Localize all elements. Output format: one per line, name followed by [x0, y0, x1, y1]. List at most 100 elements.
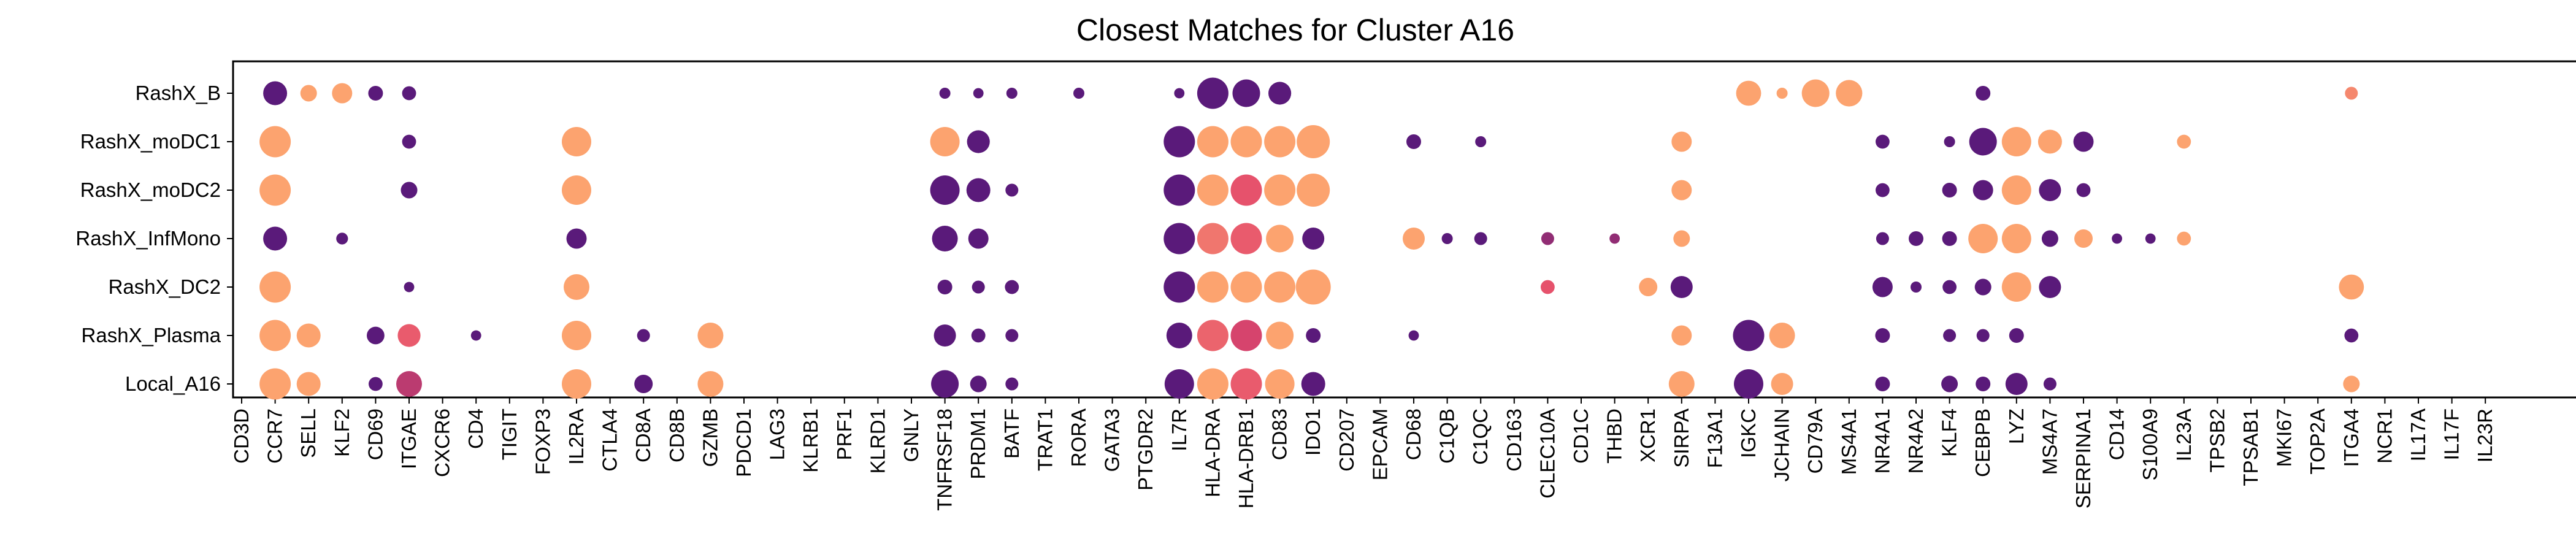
x-tick-label: IL23R — [2474, 408, 2496, 462]
dot-mark — [1942, 183, 1957, 197]
x-tick-label: KLF2 — [331, 408, 353, 457]
dot-mark — [1875, 328, 1890, 343]
x-tick-label: CD1C — [1570, 408, 1592, 464]
dot-mark — [259, 271, 291, 303]
dot-mark — [1163, 271, 1195, 303]
dot-mark — [2344, 328, 2359, 343]
dot-mark — [1174, 88, 1185, 99]
dot-mark — [2001, 127, 2031, 156]
dot-mark — [2039, 276, 2061, 298]
x-tick-label: EPCAM — [1368, 408, 1391, 480]
x-tick-label: PTGDR2 — [1134, 408, 1157, 491]
dot-mark — [973, 88, 984, 99]
dot-mark — [2005, 373, 2028, 395]
x-tick-label: NCR1 — [2373, 408, 2396, 464]
chart-title: Closest Matches for Cluster A16 — [1076, 13, 1514, 47]
dot-mark — [1969, 128, 1997, 156]
y-axis: RashX_B RashX_moDC1 RashX_moDC2 RashX_InfMo… — [75, 82, 233, 395]
dot-mark — [259, 368, 291, 400]
dot-mark — [1441, 233, 1453, 244]
dot-mark — [396, 371, 422, 397]
dot-mark — [1301, 372, 1325, 396]
dots-layer — [259, 77, 2364, 400]
dot-mark — [1295, 269, 1331, 305]
dot-mark — [1163, 223, 1195, 255]
x-tick-label: KLF4 — [1938, 408, 1961, 457]
dot-mark — [1264, 271, 1296, 303]
dot-mark — [1164, 369, 1194, 399]
dot-mark — [1801, 79, 1830, 107]
x-tick-label: ITGA4 — [2340, 408, 2363, 467]
dot-mark — [1639, 278, 1658, 296]
dot-mark — [1943, 329, 1957, 342]
dot-mark — [1736, 80, 1761, 106]
x-tick-label: CD68 — [1402, 408, 1425, 460]
x-tick-label: CD79A — [1804, 408, 1827, 473]
dot-mark — [404, 282, 415, 293]
dot-mark — [634, 375, 653, 393]
x-tick-label: FOXP3 — [531, 408, 554, 475]
dot-mark — [1776, 88, 1788, 99]
dot-mark — [1668, 371, 1695, 397]
dot-mark — [1230, 174, 1262, 206]
x-tick-label: CD4 — [464, 408, 487, 449]
dot-mark — [1942, 280, 1957, 294]
dot-mark — [369, 377, 383, 391]
dot-mark — [402, 134, 416, 149]
dot-mark — [470, 330, 481, 341]
dot-mark — [2039, 179, 2061, 201]
dot-mark — [930, 175, 960, 205]
dot-mark — [1197, 77, 1229, 109]
x-tick-label: CD83 — [1268, 408, 1291, 460]
dot-mark — [1944, 136, 1955, 147]
dot-mark — [931, 370, 959, 398]
dot-mark — [1909, 231, 1923, 246]
dot-mark — [1005, 183, 1019, 197]
dot-mark — [1306, 328, 1321, 343]
dot-mark — [1733, 320, 1765, 351]
x-tick-label: THBD — [1603, 408, 1626, 464]
x-tick-label: C1QB — [1436, 408, 1459, 464]
dot-mark — [967, 130, 990, 153]
x-tick-label: TPSB2 — [2206, 408, 2228, 473]
dot-mark — [1876, 134, 1890, 149]
dot-mark — [332, 83, 353, 104]
dot-mark — [1403, 228, 1425, 250]
dot-mark — [296, 323, 321, 348]
x-tick-label: KLRD1 — [866, 408, 889, 473]
dot-mark — [939, 88, 951, 99]
dot-mark — [2043, 377, 2057, 391]
dot-mark — [564, 274, 589, 300]
dot-mark — [562, 321, 591, 350]
x-tick-label: RORA — [1067, 408, 1090, 467]
dot-mark — [1976, 86, 1991, 101]
dot-mark — [1974, 278, 1991, 296]
dot-mark — [401, 182, 418, 199]
dot-mark — [368, 86, 383, 101]
dot-mark — [263, 81, 288, 105]
dot-mark — [1475, 136, 1487, 147]
dot-mark — [1266, 224, 1294, 253]
dot-mark — [2177, 231, 2191, 246]
x-tick-label: MS4A1 — [1838, 408, 1860, 475]
dot-mark — [1163, 174, 1195, 206]
x-tick-label: IL2RA — [565, 408, 588, 465]
x-tick-label: PDCD1 — [732, 408, 755, 477]
dot-mark — [2112, 233, 2123, 244]
dot-mark — [1609, 233, 1620, 244]
y-tick-label: Local_A16 — [125, 372, 221, 395]
dot-mark — [1408, 330, 1419, 341]
dot-mark — [637, 329, 650, 342]
dot-mark — [1769, 323, 1795, 348]
dot-mark — [1264, 126, 1296, 158]
dot-mark — [1230, 320, 1262, 351]
x-tick-label: CCR7 — [264, 408, 286, 464]
dot-mark — [1942, 231, 1957, 246]
dot-mark — [259, 126, 291, 158]
dot-mark — [1671, 131, 1692, 152]
x-tick-label: IDO1 — [1301, 408, 1324, 456]
x-tick-label: IGKC — [1737, 408, 1760, 458]
y-tick-label: RashX_moDC1 — [80, 130, 221, 153]
dot-mark — [2339, 274, 2364, 300]
x-tick-label: CLEC10A — [1536, 408, 1558, 499]
